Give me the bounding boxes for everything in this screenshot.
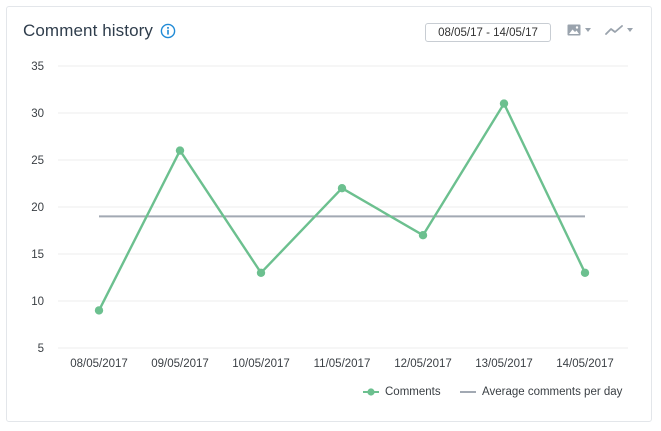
legend-item-comments[interactable]: Comments [363, 386, 441, 398]
chart-type-button[interactable] [605, 24, 633, 36]
y-tick-label: 35 [31, 61, 44, 73]
y-tick-label: 10 [31, 296, 44, 308]
chevron-down-icon [627, 28, 633, 32]
info-icon[interactable] [160, 23, 176, 39]
chevron-down-icon [585, 28, 591, 32]
x-tick-label: 13/05/2017 [475, 358, 533, 370]
date-range-picker[interactable]: 08/05/17 - 14/05/17 [425, 23, 551, 42]
legend-label: Comments [385, 386, 441, 398]
comments-point [418, 231, 428, 240]
y-tick-label: 5 [38, 343, 44, 355]
x-tick-label: 10/05/2017 [232, 358, 290, 370]
comments-point [256, 268, 266, 277]
line-chart-icon [605, 25, 623, 35]
x-tick-label: 14/05/2017 [556, 358, 614, 370]
x-tick-label: 08/05/2017 [70, 358, 128, 370]
comments-point [175, 146, 185, 155]
comments-point [94, 306, 104, 315]
y-tick-label: 30 [31, 108, 44, 120]
y-tick-label: 20 [31, 202, 44, 214]
y-tick-label: 15 [31, 249, 44, 261]
image-icon [567, 24, 581, 36]
comments-point [499, 99, 509, 108]
comments-point [337, 184, 347, 193]
x-tick-label: 11/05/2017 [314, 358, 371, 370]
legend-item-average[interactable]: Average comments per day [460, 386, 622, 398]
card-header: Comment history [23, 21, 176, 41]
comment-history-card: Comment history 08/05/17 - 14/05/17 Com [6, 6, 652, 422]
comments-point [580, 268, 590, 277]
x-tick-label: 12/05/2017 [394, 358, 452, 370]
chart-title: Comment history [23, 21, 153, 40]
y-tick-label: 25 [31, 155, 44, 167]
image-export-button[interactable] [567, 24, 591, 36]
legend-label: Average comments per day [482, 386, 623, 398]
x-tick-label: 09/05/2017 [151, 358, 209, 370]
